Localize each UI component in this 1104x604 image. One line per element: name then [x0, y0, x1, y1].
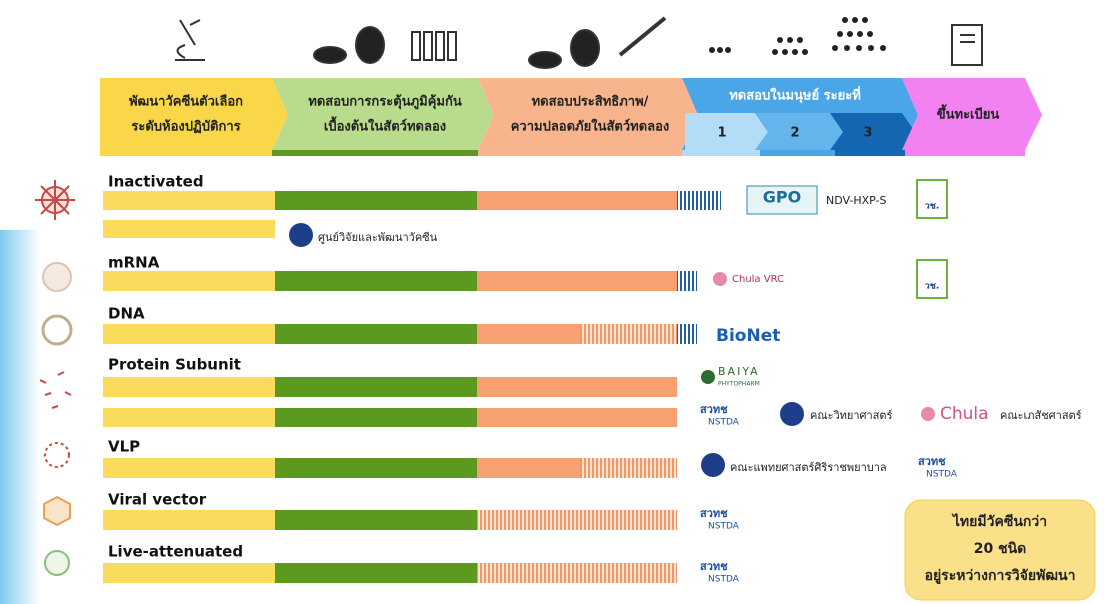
partner-name: NDV-HXP-S — [826, 194, 887, 207]
stage-label: ทดสอบการกระตุ้นภูมิคุ้มกัน — [308, 94, 462, 110]
partner-logo: PHYTOPHARM — [718, 381, 760, 388]
stage-label: พัฒนาวัคซีนตัวเลือก — [129, 94, 243, 110]
callout-text: 20 ชนิด — [974, 541, 1027, 557]
callout-text: อยู่ระหว่างการวิจัยพัฒนา — [925, 568, 1076, 584]
vaccine-type: Viral vector — [108, 491, 207, 509]
callout-text: ไทยมีวัคซีนกว่า — [951, 512, 1047, 530]
stage-arrows — [100, 78, 1042, 156]
vaccine-type: VLP — [108, 438, 140, 456]
vaccine-type: Protein Subunit — [108, 356, 241, 374]
vaccine-type: DNA — [108, 305, 145, 323]
phase-label: 1 — [717, 126, 726, 141]
partner-logo: วช. — [925, 202, 940, 212]
partner-logo: Chula VRC — [732, 274, 784, 285]
partner-logo: NSTDA — [708, 418, 740, 428]
partner-logo: NSTDA — [926, 470, 958, 480]
people-icons — [709, 17, 886, 55]
partner-logo: NSTDA — [708, 575, 740, 585]
partner-logo: BAIYA — [718, 365, 760, 378]
vaccine-type: mRNA — [108, 254, 160, 272]
virus-icons — [35, 180, 75, 575]
partner-logo: วช. — [925, 282, 940, 292]
partner-logo: NSTDA — [708, 522, 740, 532]
infographic: พัฒนาวัคซีนตัวเลือก ระดับห้องปฏิบัติการ … — [0, 0, 1104, 604]
partner-logo: BioNet — [716, 326, 780, 346]
progress-bars — [103, 191, 721, 583]
stage-label: ระดับห้องปฏิบัติการ — [131, 119, 240, 135]
stage-label: ทดสอบประสิทธิภาพ/ — [532, 95, 649, 110]
side-band — [0, 230, 40, 604]
vaccine-type: Live-attenuated — [108, 543, 243, 561]
partner-name: คณะเภสัชศาสตร์ — [1000, 409, 1082, 422]
partner-logo: สวทช — [918, 455, 946, 468]
partner-name: ศูนย์วิจัยและพัฒนาวัคซีน — [318, 231, 438, 244]
phase-label: 3 — [863, 126, 872, 141]
partner-logo: สวทช — [700, 507, 728, 520]
partner-name: คณะแพทยศาสตร์ศิริราชพยาบาล — [730, 461, 887, 474]
partner-logo: สวทช — [700, 403, 728, 416]
stage-label: ความปลอดภัยในสัตว์ทดลอง — [511, 118, 670, 135]
partner-logo: Chula — [940, 404, 989, 424]
vaccine-type: Inactivated — [108, 173, 204, 191]
partner-name: คณะวิทยาศาสตร์ — [810, 409, 893, 422]
partner-logo: GPO — [763, 188, 801, 207]
stage-label: ทดสอบในมนุษย์ ระยะที่ — [729, 86, 861, 104]
phase-label: 2 — [790, 126, 799, 141]
stage-icons — [175, 18, 982, 68]
partner-logo: สวทช — [700, 560, 728, 573]
